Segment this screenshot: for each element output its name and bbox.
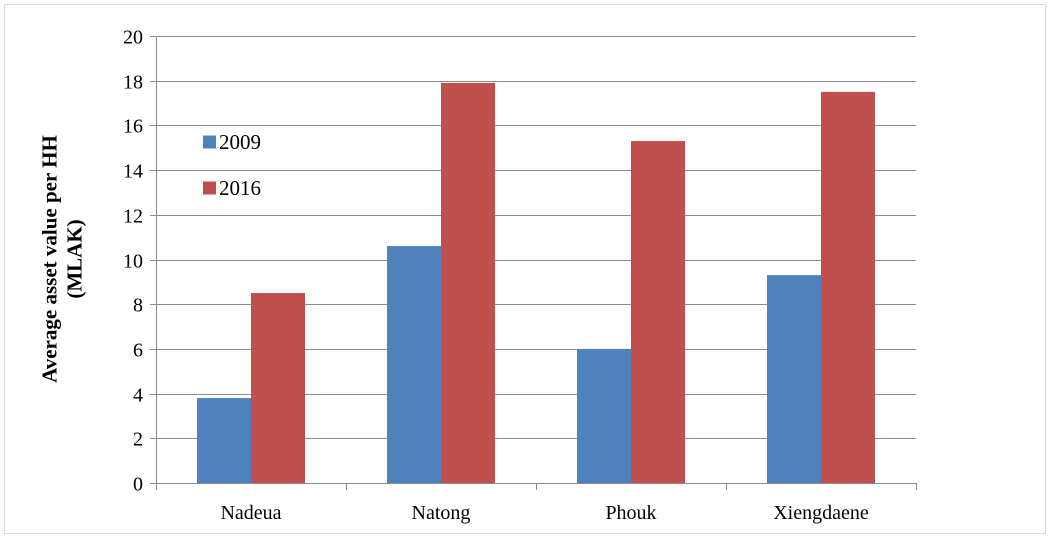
bar-2016-xiengdaene <box>821 92 875 483</box>
bar-2009-phouk <box>577 349 631 483</box>
bar-2009-nadeua <box>197 398 251 483</box>
bar-2016-nadeua <box>251 293 305 483</box>
y-axis-title: Average asset value per HH(MLAK) <box>38 135 87 383</box>
y-tick-label: 2 <box>133 429 143 451</box>
y-tick-label: 16 <box>123 116 143 138</box>
bar-2016-phouk <box>631 141 685 483</box>
legend: 2009 2016 <box>203 130 261 200</box>
y-tick-label: 6 <box>133 340 143 362</box>
bar-2009-natong <box>387 246 441 483</box>
bar-2009-xiengdaene <box>767 275 821 483</box>
x-tick-label: Nadeua <box>220 502 281 524</box>
x-tick-label: Xiengdaene <box>773 502 869 524</box>
y-tick-label: 14 <box>123 161 143 183</box>
y-tick-label: 12 <box>123 206 143 228</box>
y-tick-label: 8 <box>133 295 143 317</box>
x-tick-label: Natong <box>412 502 471 524</box>
bar-2016-natong <box>441 83 495 483</box>
legend-label-2016: 2016 <box>219 176 261 200</box>
y-tick-label: 18 <box>123 72 143 94</box>
x-tick-label: Phouk <box>605 502 656 524</box>
legend-swatch-2009 <box>203 136 216 149</box>
bars <box>197 83 875 483</box>
y-tick-label: 10 <box>123 251 143 273</box>
legend-label-2009: 2009 <box>219 130 261 154</box>
y-tick-label: 20 <box>123 27 143 49</box>
chart-frame: 0 2 4 6 8 10 12 14 16 18 20 Nadeua Natong Phouk Xiengd… <box>4 4 1046 534</box>
legend-swatch-2016 <box>203 182 216 195</box>
y-tick-label: 0 <box>133 474 143 496</box>
bar-chart: 0 2 4 6 8 10 12 14 16 18 20 Nadeua Natong Phouk Xiengd… <box>5 5 1047 535</box>
y-tick-label: 4 <box>133 385 143 407</box>
